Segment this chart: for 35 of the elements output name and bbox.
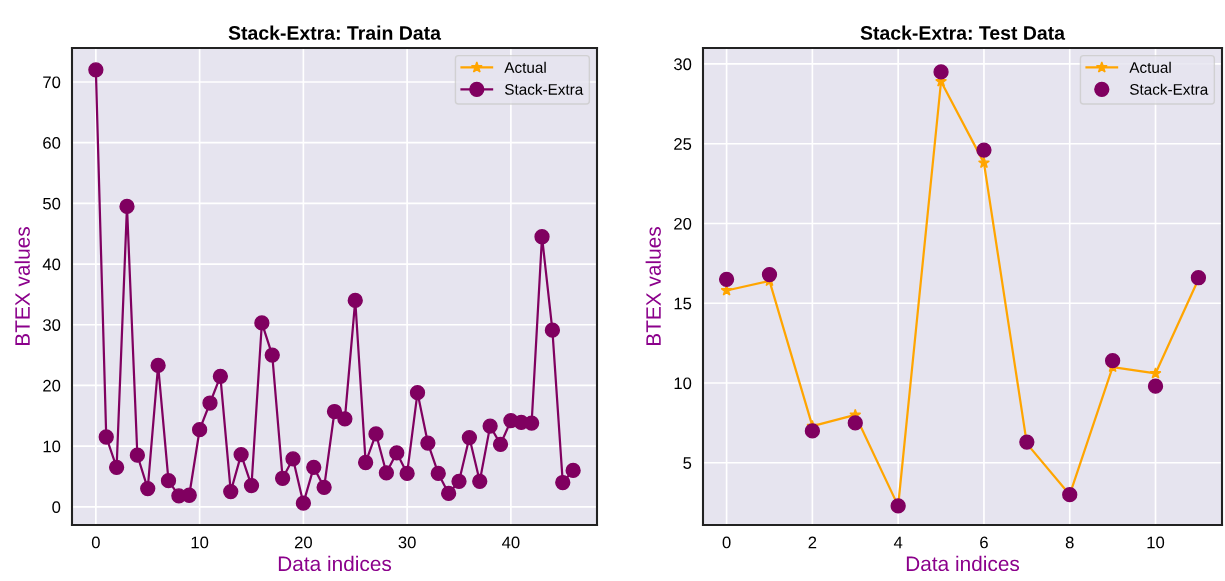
legend-label: Stack-Extra xyxy=(504,83,584,95)
x-tick-label: 10 xyxy=(1147,536,1165,549)
x-tick-label: 40 xyxy=(502,536,520,549)
y-tick-label: 30 xyxy=(673,58,692,71)
x-tick-label: 4 xyxy=(893,536,903,549)
y-tick-label: 15 xyxy=(674,297,692,310)
x-tick-label: 20 xyxy=(294,536,312,549)
x-tick-label: 0 xyxy=(722,536,731,549)
x-tick-label: 6 xyxy=(980,536,988,549)
chart-title: Stack-Extra: Train Data xyxy=(228,25,442,40)
x-tick-label: 10 xyxy=(191,536,209,549)
legend-label: Actual xyxy=(504,61,546,73)
x-axis-title: Data indices xyxy=(278,555,392,572)
y-tick-label: 10 xyxy=(43,440,61,453)
x-tick-label: 8 xyxy=(1065,536,1074,549)
y-tick-label: 20 xyxy=(43,379,61,392)
legend-label: Stack-Extra xyxy=(1129,83,1209,95)
x-axis-title: Data indices xyxy=(906,555,1020,572)
y-tick-label: 70 xyxy=(43,76,61,89)
y-tick-label: 20 xyxy=(674,217,692,230)
chart-title: Stack-Extra: Test Data xyxy=(860,25,1066,40)
y-axis-title: BTEX values xyxy=(14,227,30,345)
x-tick-label: 0 xyxy=(91,536,100,549)
y-tick-label: 5 xyxy=(683,457,692,469)
y-tick-label: 40 xyxy=(42,258,61,271)
y-tick-label: 50 xyxy=(43,197,61,210)
y-tick-label: 30 xyxy=(42,319,61,331)
x-tick-label: 30 xyxy=(398,536,416,549)
y-tick-label: 60 xyxy=(43,137,61,149)
y-tick-label: 25 xyxy=(674,138,692,150)
legend-label: Actual xyxy=(1129,61,1171,73)
y-tick-label: 10 xyxy=(674,377,692,390)
y-tick-label: 0 xyxy=(52,501,61,513)
y-axis-title: BTEX values xyxy=(645,227,661,345)
x-tick-label: 2 xyxy=(808,536,817,549)
